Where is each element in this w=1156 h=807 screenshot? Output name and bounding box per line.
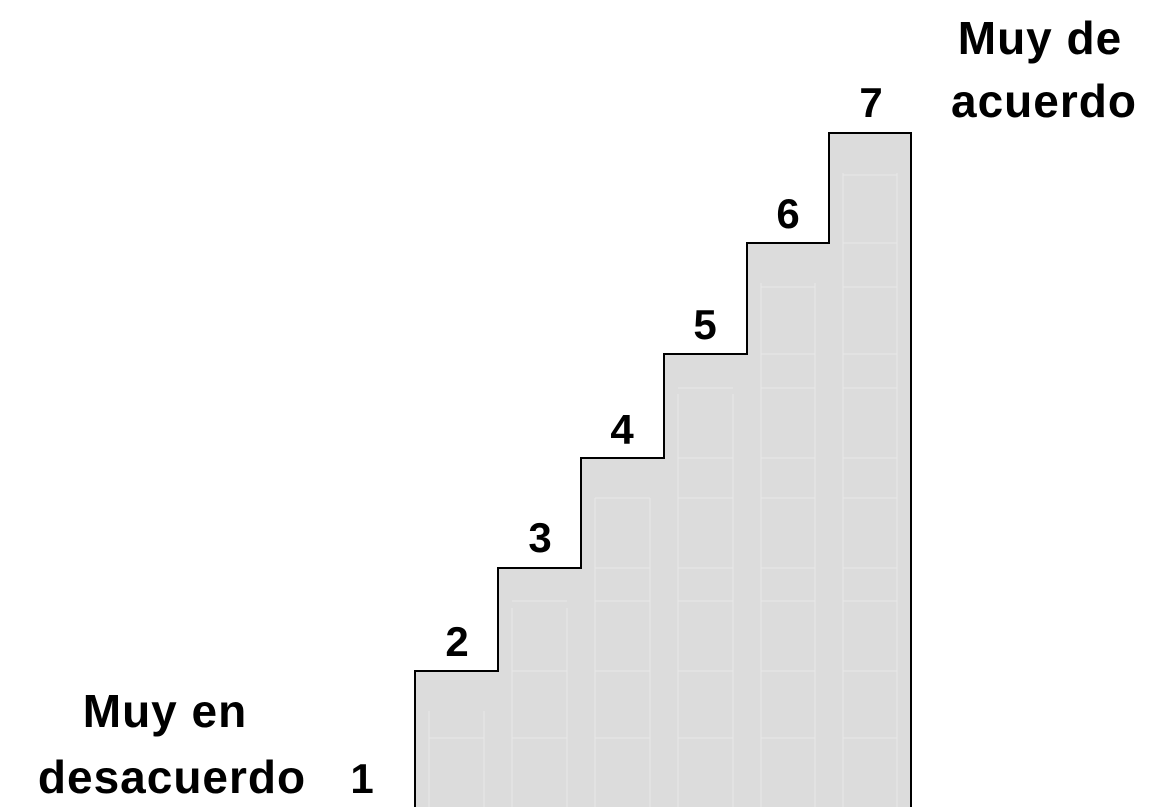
step-7-label: 7 (859, 79, 882, 126)
max-label-line2: acuerdo (951, 75, 1137, 127)
step-3-label: 3 (528, 514, 551, 561)
step-4-label: 4 (610, 406, 634, 453)
step-5-label: 5 (693, 301, 716, 348)
min-label-line2: desacuerdo (38, 751, 306, 803)
max-label-line1: Muy de (958, 12, 1122, 64)
step-2-column (415, 671, 498, 807)
min-label-line1: Muy en (83, 685, 247, 737)
staircase-grid (428, 173, 898, 807)
step-1-label: 1 (350, 755, 373, 802)
staircase-outline (414, 132, 912, 807)
step-4-column (581, 458, 664, 807)
step-6-label: 6 (776, 190, 799, 237)
step-3-column (498, 568, 581, 807)
step-5-column (664, 354, 747, 807)
step-2-label: 2 (445, 618, 468, 665)
step-7-column (829, 133, 911, 807)
staircase-columns (415, 133, 911, 807)
step-6-column (747, 243, 829, 807)
